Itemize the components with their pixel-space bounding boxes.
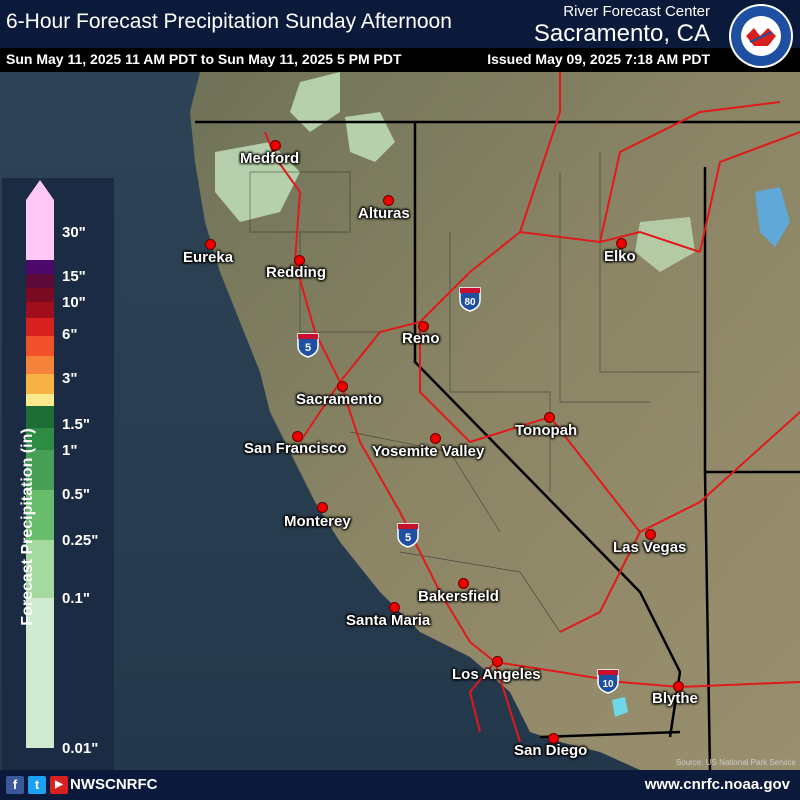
legend-tick-label: 30" [62, 224, 86, 241]
legend-tick-label: 1" [62, 442, 78, 459]
nws-logo-icon [729, 4, 793, 68]
legend-swatch [26, 540, 54, 598]
legend-swatch [26, 374, 54, 394]
city-marker [205, 239, 216, 250]
county-lines [249, 152, 700, 633]
legend-swatch [26, 428, 54, 450]
legend-tick-label: 3" [62, 370, 78, 387]
legend-swatch [26, 302, 54, 318]
interstate-5-shield: 5 [297, 333, 319, 358]
city-label: Alturas [358, 205, 410, 222]
date-strip [0, 48, 800, 72]
map-source-credit: Source: US National Park Service [675, 758, 796, 767]
svg-text:10: 10 [602, 679, 614, 690]
legend-swatch [26, 260, 54, 274]
legend-swatch [26, 274, 54, 288]
twitter-icon[interactable]: t [28, 776, 46, 794]
city-marker [492, 656, 503, 667]
city-label: Tonopah [515, 422, 578, 439]
city-marker [418, 321, 429, 332]
city-marker [292, 431, 303, 442]
center-city: Sacramento, CA [533, 20, 710, 47]
facebook-icon[interactable]: f [6, 776, 24, 794]
legend-tick-label: 15" [62, 268, 86, 285]
legend-swatch [26, 598, 54, 748]
precip-area [345, 112, 395, 162]
legend-swatch [26, 490, 54, 540]
city-label: Reno [402, 330, 440, 347]
state-borders [195, 120, 800, 770]
legend-tick-label: 0.5" [62, 486, 90, 503]
svg-text:80: 80 [464, 297, 476, 308]
city-label: Medford [240, 150, 300, 167]
svg-text:5: 5 [305, 342, 311, 354]
city-label: Redding [266, 264, 326, 281]
city-marker [548, 733, 559, 744]
legend-swatch [26, 356, 54, 374]
page-title: 6-Hour Forecast Precipitation Sunday Aft… [6, 10, 452, 33]
interstate-5-shield-south: 5 [397, 523, 419, 548]
city-marker [389, 602, 400, 613]
legend-swatch [26, 288, 54, 302]
city-label: Sacramento [296, 391, 382, 408]
city-marker [673, 681, 684, 692]
footer-bar [0, 770, 800, 800]
city-marker [337, 381, 348, 392]
city-marker [616, 238, 627, 249]
legend-tick-label: 10" [62, 294, 86, 311]
legend-swatch [26, 318, 54, 336]
city-label: Los Angeles [452, 666, 541, 683]
precip-area [635, 217, 695, 272]
city-marker [458, 578, 469, 589]
city-label: Elko [604, 248, 636, 265]
city-marker [544, 412, 555, 423]
city-label: Monterey [284, 513, 351, 530]
social-handle[interactable]: NWSCNRFC [70, 776, 158, 793]
city-marker [383, 195, 394, 206]
city-label: San Francisco [244, 440, 347, 457]
legend-swatch [26, 406, 54, 428]
city-marker [430, 433, 441, 444]
interstate-10-shield: 10 [597, 669, 619, 694]
website-link[interactable]: www.cnrfc.noaa.gov [644, 776, 790, 793]
legend-swatch [26, 450, 54, 490]
legend-tick-label: 0.1" [62, 590, 90, 607]
precip-area [290, 72, 340, 132]
city-label: Las Vegas [613, 539, 687, 556]
lake [755, 187, 790, 247]
lake [612, 697, 628, 717]
legend-tick-label: 0.01" [62, 740, 99, 757]
city-marker [270, 140, 281, 151]
youtube-icon[interactable]: ▶ [50, 776, 68, 794]
svg-text:5: 5 [405, 532, 411, 544]
legend-swatch [26, 394, 54, 406]
city-marker [294, 255, 305, 266]
legend-tick-label: 1.5" [62, 416, 90, 433]
legend-tick-label: 0.25" [62, 532, 99, 549]
city-label: Eureka [183, 249, 234, 266]
interstate-80-shield: 80 [459, 287, 481, 312]
city-label: Bakersfield [418, 588, 499, 605]
legend-color-bar [26, 180, 54, 748]
city-label: San Diego [514, 742, 588, 759]
issued-time: Issued May 09, 2025 7:18 AM PDT [487, 51, 710, 67]
city-label: Yosemite Valley [372, 443, 485, 460]
center-label: River Forecast Center [563, 3, 710, 20]
precipitation-map [0, 72, 800, 770]
city-label: Santa Maria [346, 612, 431, 629]
valid-range: Sun May 11, 2025 11 AM PDT to Sun May 11… [6, 51, 402, 67]
legend-tick-label: 6" [62, 326, 78, 343]
legend-title: Forecast Precipitation (in) [19, 428, 36, 626]
legend-swatch [26, 336, 54, 356]
legend-swatch [26, 228, 54, 260]
legend-panel: Forecast Precipitation (in) 30" 15" 10" 6" 3… [2, 178, 114, 770]
city-marker [317, 502, 328, 513]
city-label: Blythe [652, 690, 698, 707]
city-marker [645, 529, 656, 540]
legend-arrow [26, 180, 54, 228]
